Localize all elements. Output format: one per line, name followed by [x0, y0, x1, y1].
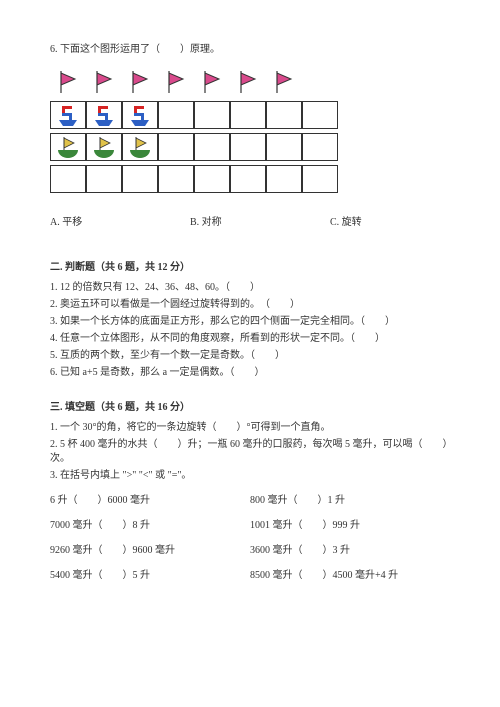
figure-row-4: [50, 165, 450, 193]
section2-title: 二. 判断题（共 6 题，共 12 分）: [50, 258, 450, 273]
grid-col-right: 800 毫升（ ）1 升 1001 毫升（ ）999 升 3600 毫升（ ）3…: [250, 491, 450, 591]
section3-intro: 1. 一个 30°的角，将它的一条边旋转（ ）°可得到一个直角。 2. 5 杯 …: [50, 421, 450, 483]
list-item: 3. 如果一个长方体的底面是正方形，那么它的四个侧面一定完全相同。（ ）: [50, 315, 450, 329]
pennant-icon: [53, 69, 83, 95]
digit-boat-icon: [54, 103, 82, 127]
figure-row-2: [50, 101, 450, 129]
digit-boat-icon: [90, 103, 118, 127]
grid-cell: 9260 毫升（ ）9600 毫升: [50, 541, 250, 556]
list-item: 2. 奥运五环可以看做是一个圆经过旋转得到的。 （ ）: [50, 298, 450, 312]
list-item: 3. 在括号内填上 ">" "<" 或 "="。: [50, 469, 450, 483]
grid-cell: 1001 毫升（ ）999 升: [250, 516, 450, 531]
pennant-icon: [233, 69, 263, 95]
pennant-icon: [269, 69, 299, 95]
option-c[interactable]: C. 旋转: [330, 213, 430, 228]
list-item: 1. 一个 30°的角，将它的一条边旋转（ ）°可得到一个直角。: [50, 421, 450, 435]
grid-cell: 3600 毫升（ ）3 升: [250, 541, 450, 556]
list-item: 2. 5 杯 400 毫升的水共（ ）升；一瓶 60 毫升的口服药，每次喝 5 …: [50, 438, 450, 466]
section2-list: 1. 12 的倍数只有 12、24、36、48、60。（ ） 2. 奥运五环可以…: [50, 281, 450, 380]
pennant-icon: [161, 69, 191, 95]
grid-cell: 800 毫升（ ）1 升: [250, 491, 450, 506]
section3-title: 三. 填空题（共 6 题，共 16 分）: [50, 398, 450, 413]
list-item: 6. 已知 a+5 是奇数，那么 a 一定是偶数。（ ）: [50, 366, 450, 380]
grid-cell: 5400 毫升（ ）5 升: [50, 566, 250, 581]
option-b[interactable]: B. 对称: [190, 213, 330, 228]
pennant-icon: [197, 69, 227, 95]
list-item: 4. 任意一个立体图形，从不同的角度观察，所看到的形状一定不同。（ ）: [50, 332, 450, 346]
list-item: 1. 12 的倍数只有 12、24、36、48、60。（ ）: [50, 281, 450, 295]
digit-boat-icon: [126, 103, 154, 127]
grid-col-left: 6 升（ ）6000 毫升 7000 毫升（ ）8 升 9260 毫升（ ）96…: [50, 491, 250, 591]
grid-cell: 8500 毫升（ ）4500 毫升+4 升: [250, 566, 450, 581]
list-item: 5. 互质的两个数，至少有一个数一定是奇数。（ ）: [50, 349, 450, 363]
grid-cell: 7000 毫升（ ）8 升: [50, 516, 250, 531]
option-a[interactable]: A. 平移: [50, 213, 190, 228]
pennant-icon: [125, 69, 155, 95]
sailboat-icon: [90, 135, 118, 159]
q6-text: 6. 下面这个图形运用了（ ）原理。: [50, 40, 450, 55]
q6-figure: [50, 67, 450, 193]
section3-grid: 6 升（ ）6000 毫升 7000 毫升（ ）8 升 9260 毫升（ ）96…: [50, 491, 450, 591]
grid-cell: 6 升（ ）6000 毫升: [50, 491, 250, 506]
q6-options: A. 平移 B. 对称 C. 旋转: [50, 213, 450, 228]
sailboat-icon: [54, 135, 82, 159]
figure-row-1: [50, 67, 302, 97]
pennant-icon: [89, 69, 119, 95]
sailboat-icon: [126, 135, 154, 159]
figure-row-3: [50, 133, 450, 161]
